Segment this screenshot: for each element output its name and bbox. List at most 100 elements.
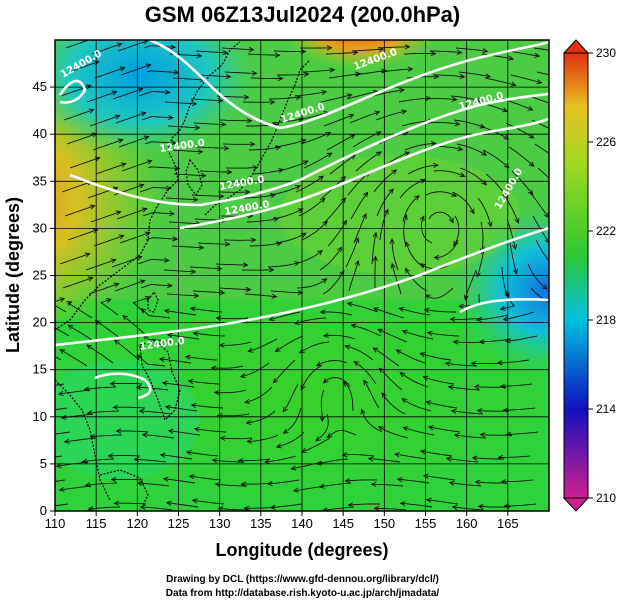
streamline	[374, 507, 407, 511]
streamline-arrow	[557, 185, 562, 190]
streamline-arrow	[470, 360, 477, 367]
streamline-arrow	[341, 452, 348, 458]
streamline	[139, 186, 171, 193]
streamline	[505, 122, 534, 139]
streamline	[450, 317, 483, 320]
streamline-arrow	[419, 352, 426, 358]
streamline-arrow	[246, 438, 253, 444]
streamline	[59, 349, 88, 367]
streamline	[529, 191, 549, 218]
streamline	[214, 389, 247, 394]
streamline-arrow	[190, 269, 197, 275]
streamline	[58, 389, 91, 395]
wind-streamlines	[33, 40, 562, 511]
streamline-arrow	[502, 107, 509, 113]
streamline-arrow	[477, 97, 483, 103]
streamline-arrow	[370, 481, 377, 487]
streamline	[480, 434, 513, 436]
streamline-arrow	[242, 262, 249, 268]
streamline-arrow	[297, 208, 304, 214]
streamline-arrow	[502, 192, 508, 199]
streamline	[87, 410, 120, 414]
streamline-arrow	[218, 193, 225, 199]
streamline-arrow	[33, 386, 38, 390]
streamline-arrow	[390, 262, 396, 269]
streamline-arrow	[115, 428, 122, 434]
streamline-arrow	[237, 458, 244, 464]
streamline	[295, 175, 324, 193]
streamline-arrow	[219, 435, 226, 441]
streamline	[114, 339, 140, 361]
streamline-arrow	[122, 314, 128, 321]
streamline-arrow	[336, 246, 343, 253]
y-tick-label: 30	[33, 220, 47, 235]
streamline	[323, 114, 354, 127]
streamline-arrow	[399, 501, 406, 507]
streamline-arrow	[378, 367, 385, 374]
streamline	[316, 458, 349, 465]
streamline-arrow	[377, 328, 384, 334]
streamline-arrow	[318, 175, 325, 181]
streamline-arrow	[55, 463, 62, 469]
streamline	[100, 298, 119, 316]
streamline	[434, 239, 459, 259]
streamline	[391, 239, 399, 271]
streamline-arrow	[482, 48, 489, 54]
streamline	[342, 454, 375, 457]
streamline-arrow	[219, 290, 226, 296]
streamline	[397, 478, 430, 484]
streamline	[68, 61, 99, 73]
streamline-arrow	[430, 50, 437, 57]
streamline-arrow	[292, 487, 299, 493]
streamline	[345, 237, 359, 268]
streamline-arrow	[88, 108, 95, 114]
streamline-arrow	[252, 165, 259, 171]
streamline	[120, 64, 151, 76]
streamline	[269, 185, 301, 196]
streamline	[510, 74, 542, 84]
streamline	[484, 77, 516, 86]
streamline	[63, 109, 94, 121]
streamline-arrow	[404, 241, 410, 248]
streamline	[445, 362, 478, 367]
streamline-arrow	[372, 231, 378, 238]
streamline	[190, 98, 223, 102]
streamline-arrow	[375, 131, 382, 137]
streamline	[420, 216, 433, 244]
streamline-arrow	[144, 296, 151, 301]
streamline	[505, 335, 538, 342]
streamline	[95, 320, 122, 340]
y-axis-label: Latitude (degrees)	[3, 197, 23, 353]
streamline-arrow	[171, 140, 178, 146]
streamline	[134, 458, 167, 463]
streamline-arrow	[113, 339, 120, 345]
streamline	[511, 170, 534, 195]
streamline-arrow	[322, 332, 329, 338]
streamline-arrow	[340, 197, 347, 204]
streamline-arrow	[344, 344, 351, 350]
streamline-arrow	[136, 354, 143, 360]
streamline	[379, 209, 389, 241]
streamline-arrow	[381, 68, 388, 74]
streamline-arrow	[302, 160, 309, 166]
streamline	[172, 77, 205, 81]
streamline	[246, 410, 276, 424]
streamline	[113, 406, 146, 409]
streamline	[111, 256, 142, 268]
streamline-arrow	[321, 89, 328, 95]
streamline-arrow	[109, 381, 116, 387]
streamline-arrow	[67, 324, 74, 330]
streamline	[212, 459, 244, 463]
streamline-arrow	[500, 479, 507, 485]
streamline	[373, 169, 397, 193]
streamline	[316, 360, 348, 367]
streamline-arrow	[58, 486, 65, 493]
streamline	[291, 461, 323, 470]
streamline	[267, 479, 300, 485]
streamline	[500, 383, 533, 387]
streamline-arrow	[133, 456, 140, 463]
streamline-arrow	[172, 236, 179, 242]
streamline	[454, 434, 487, 439]
streamline-arrow	[294, 319, 301, 325]
streamline-arrow	[391, 169, 398, 175]
